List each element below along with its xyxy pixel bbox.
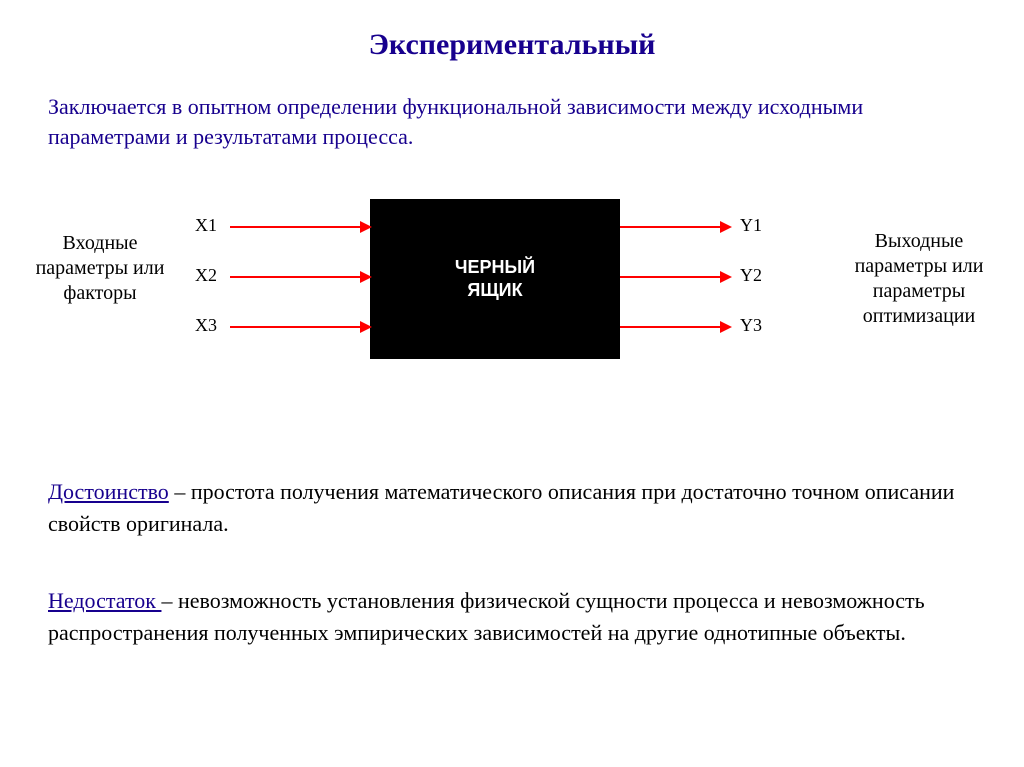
output-label-Y2: Y2: [740, 265, 762, 286]
input-arrow-X2: [230, 276, 370, 278]
disadvantage-lead: Недостаток: [48, 588, 161, 613]
output-arrow-Y2: [620, 276, 730, 278]
input-label-X1: X1: [195, 215, 217, 236]
output-arrow-Y3: [620, 326, 730, 328]
input-label-X3: X3: [195, 315, 217, 336]
advantage-lead: Достоинство: [48, 479, 169, 504]
advantage-paragraph: Достоинство – простота получения математ…: [0, 476, 1024, 540]
advantage-text: – простота получения математического опи…: [48, 479, 954, 536]
box-line1: ЧЕРНЫЙ: [455, 257, 535, 277]
box-line2: ЯЩИК: [467, 280, 522, 300]
output-params-label: Выходные параметры или параметры оптимиз…: [834, 229, 1004, 329]
disadvantage-paragraph: Недостаток – невозможность установления …: [0, 585, 1024, 649]
input-params-label: Входные параметры или факторы: [30, 231, 170, 306]
blackbox-diagram: Входные параметры или факторы Выходные п…: [0, 181, 1024, 421]
disadvantage-text: – невозможность установления физической …: [48, 588, 925, 645]
intro-text: Заключается в опытном определении функци…: [0, 62, 1024, 151]
input-arrow-X3: [230, 326, 370, 328]
black-box: ЧЕРНЫЙ ЯЩИК: [370, 199, 620, 359]
page-title: Экспериментальный: [0, 0, 1024, 62]
output-label-Y1: Y1: [740, 215, 762, 236]
output-label-Y3: Y3: [740, 315, 762, 336]
input-label-X2: X2: [195, 265, 217, 286]
output-arrow-Y1: [620, 226, 730, 228]
input-arrow-X1: [230, 226, 370, 228]
